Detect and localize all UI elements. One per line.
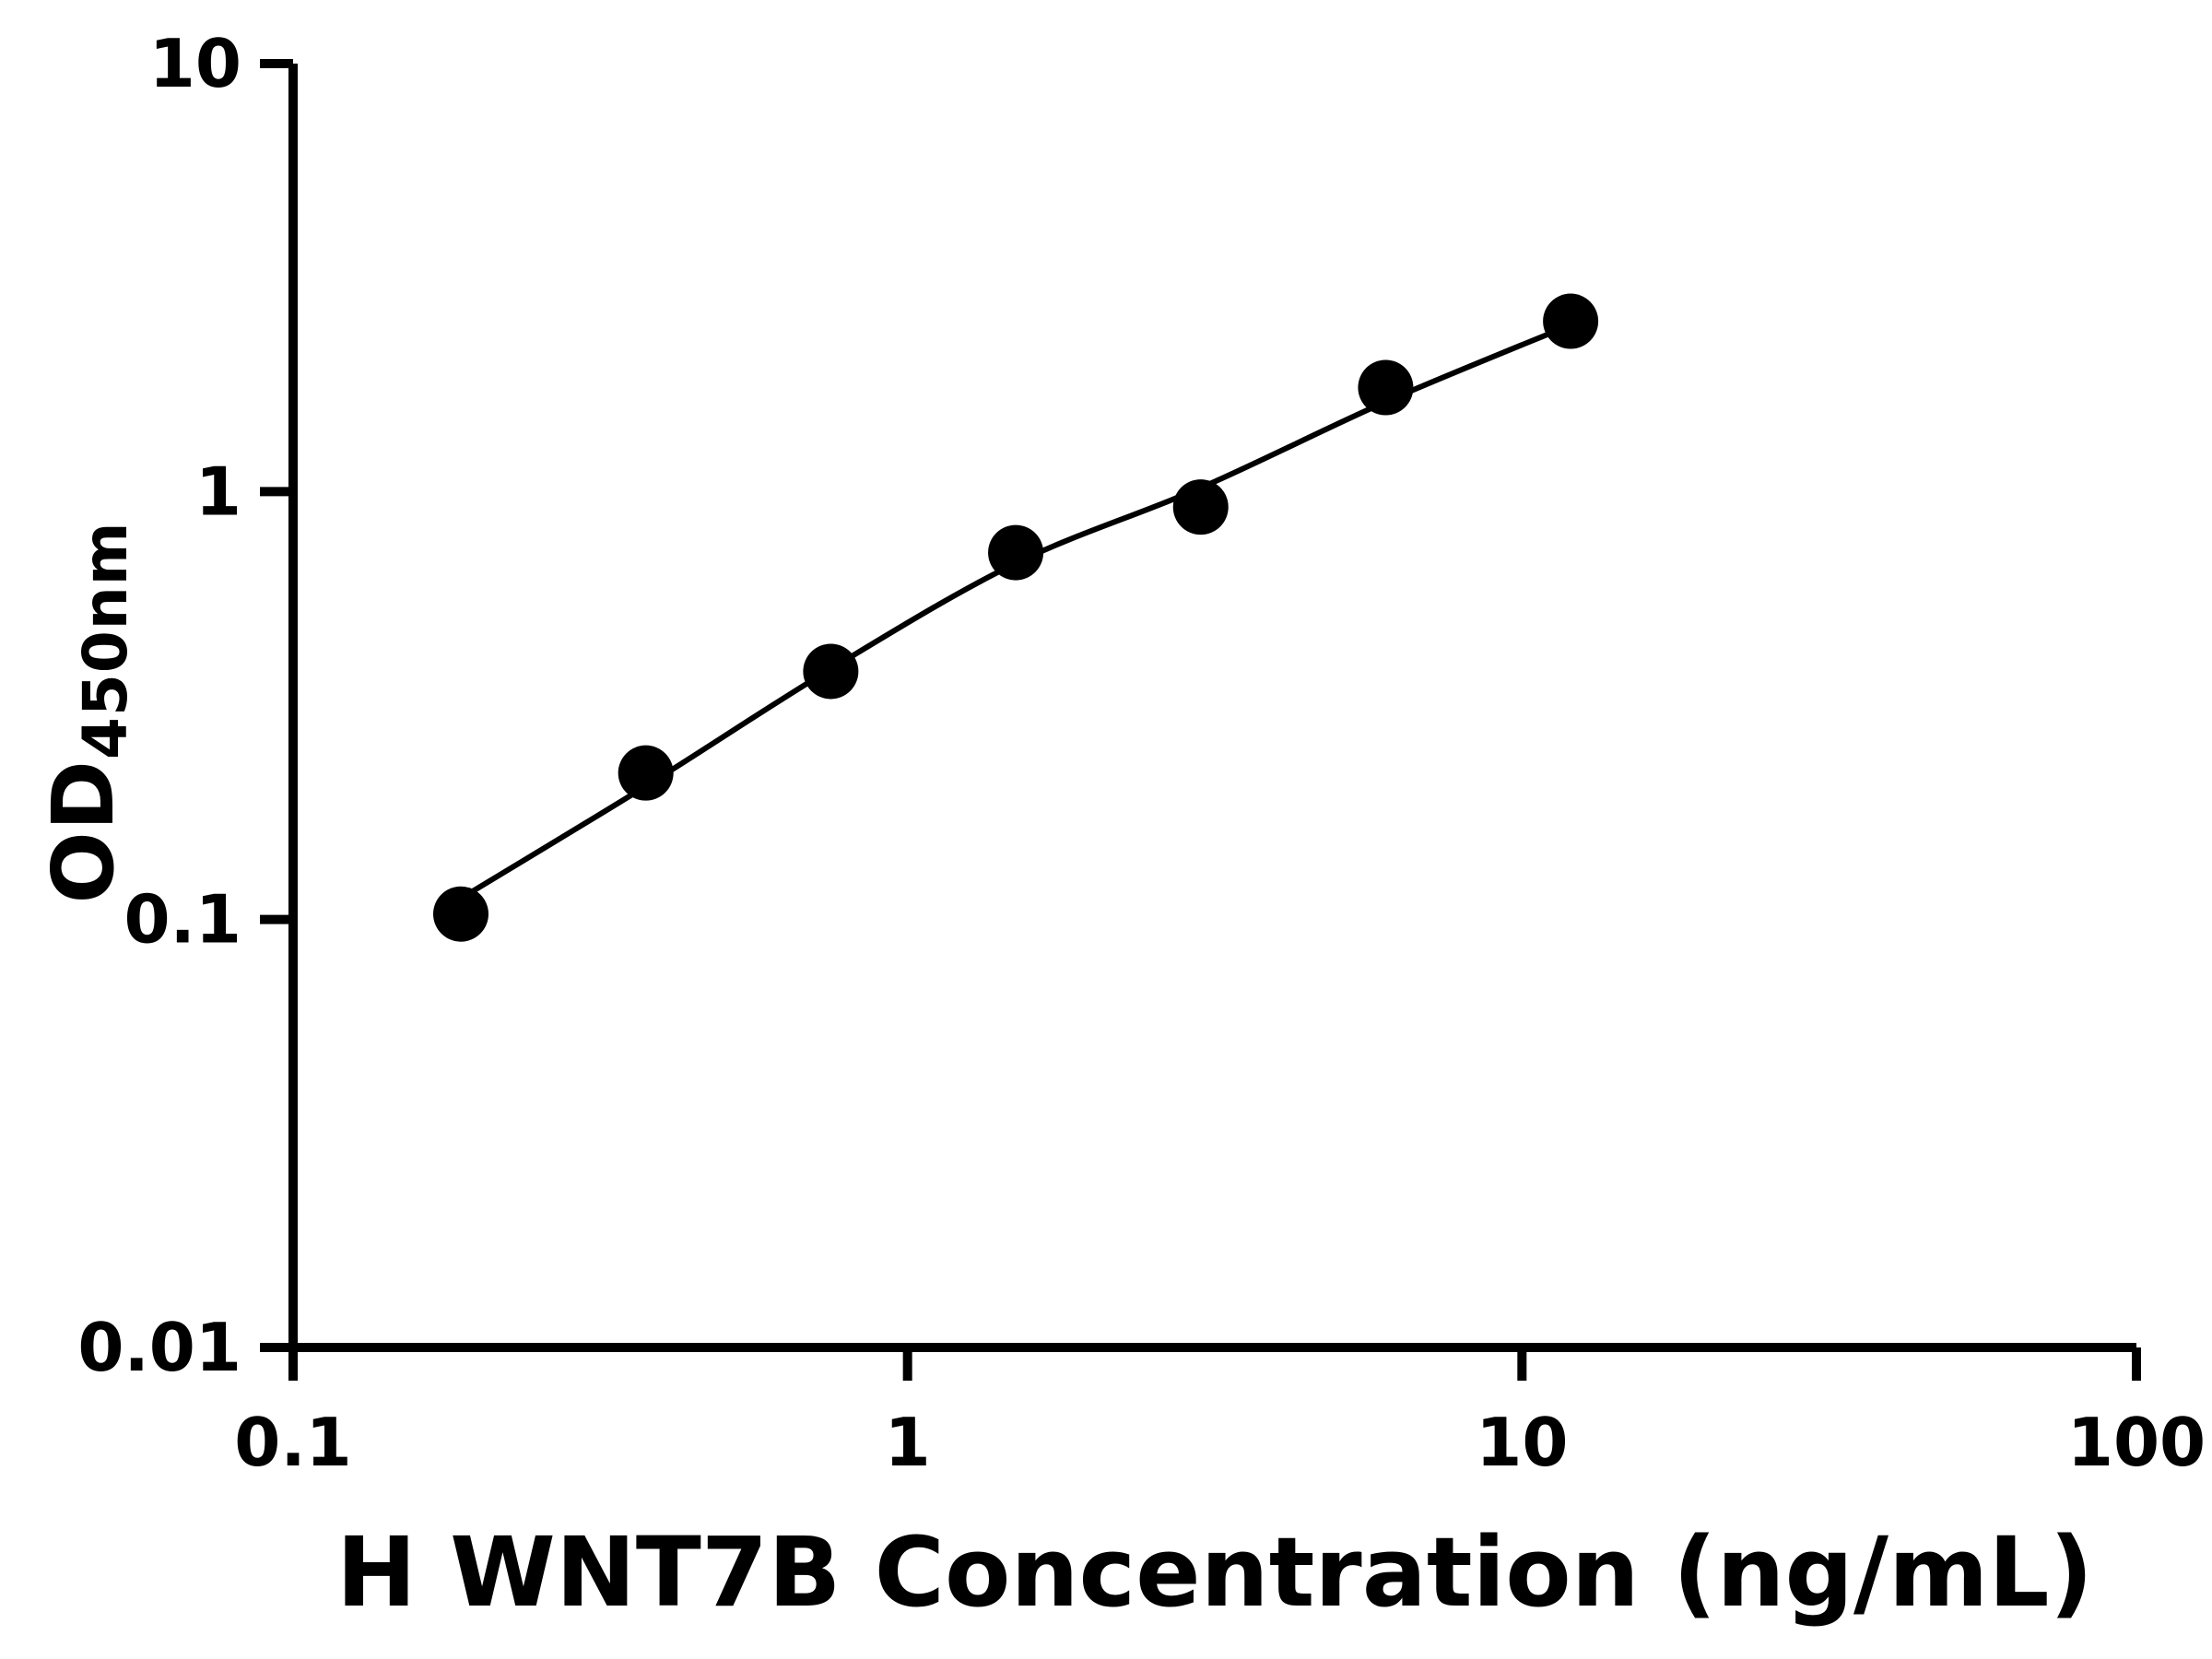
y-axis-label: OD450nm [34, 521, 141, 903]
x-axis-label: H WNT7B Concentration (ng/mL) [335, 1516, 2094, 1629]
data-point [988, 524, 1044, 581]
data-point [433, 886, 489, 942]
data-point [1172, 479, 1229, 535]
y-axis-label-main: OD [34, 759, 134, 904]
y-tick-label: 1 [195, 453, 241, 530]
data-point [618, 745, 674, 801]
data-point [1358, 359, 1414, 416]
y-axis-label-sub: 450nm [69, 521, 141, 759]
fit-curve [459, 322, 1572, 901]
x-tick-label: 10 [1476, 1404, 1568, 1481]
y-tick-label: 10 [149, 25, 241, 102]
data-point [803, 643, 859, 700]
x-tick-label: 100 [2067, 1404, 2206, 1481]
x-tick-label: 1 [885, 1404, 931, 1481]
data-point [1543, 293, 1599, 349]
y-tick-label: 0.01 [77, 1309, 241, 1386]
y-tick-label: 0.1 [124, 881, 241, 959]
x-tick-label: 0.1 [234, 1404, 352, 1481]
